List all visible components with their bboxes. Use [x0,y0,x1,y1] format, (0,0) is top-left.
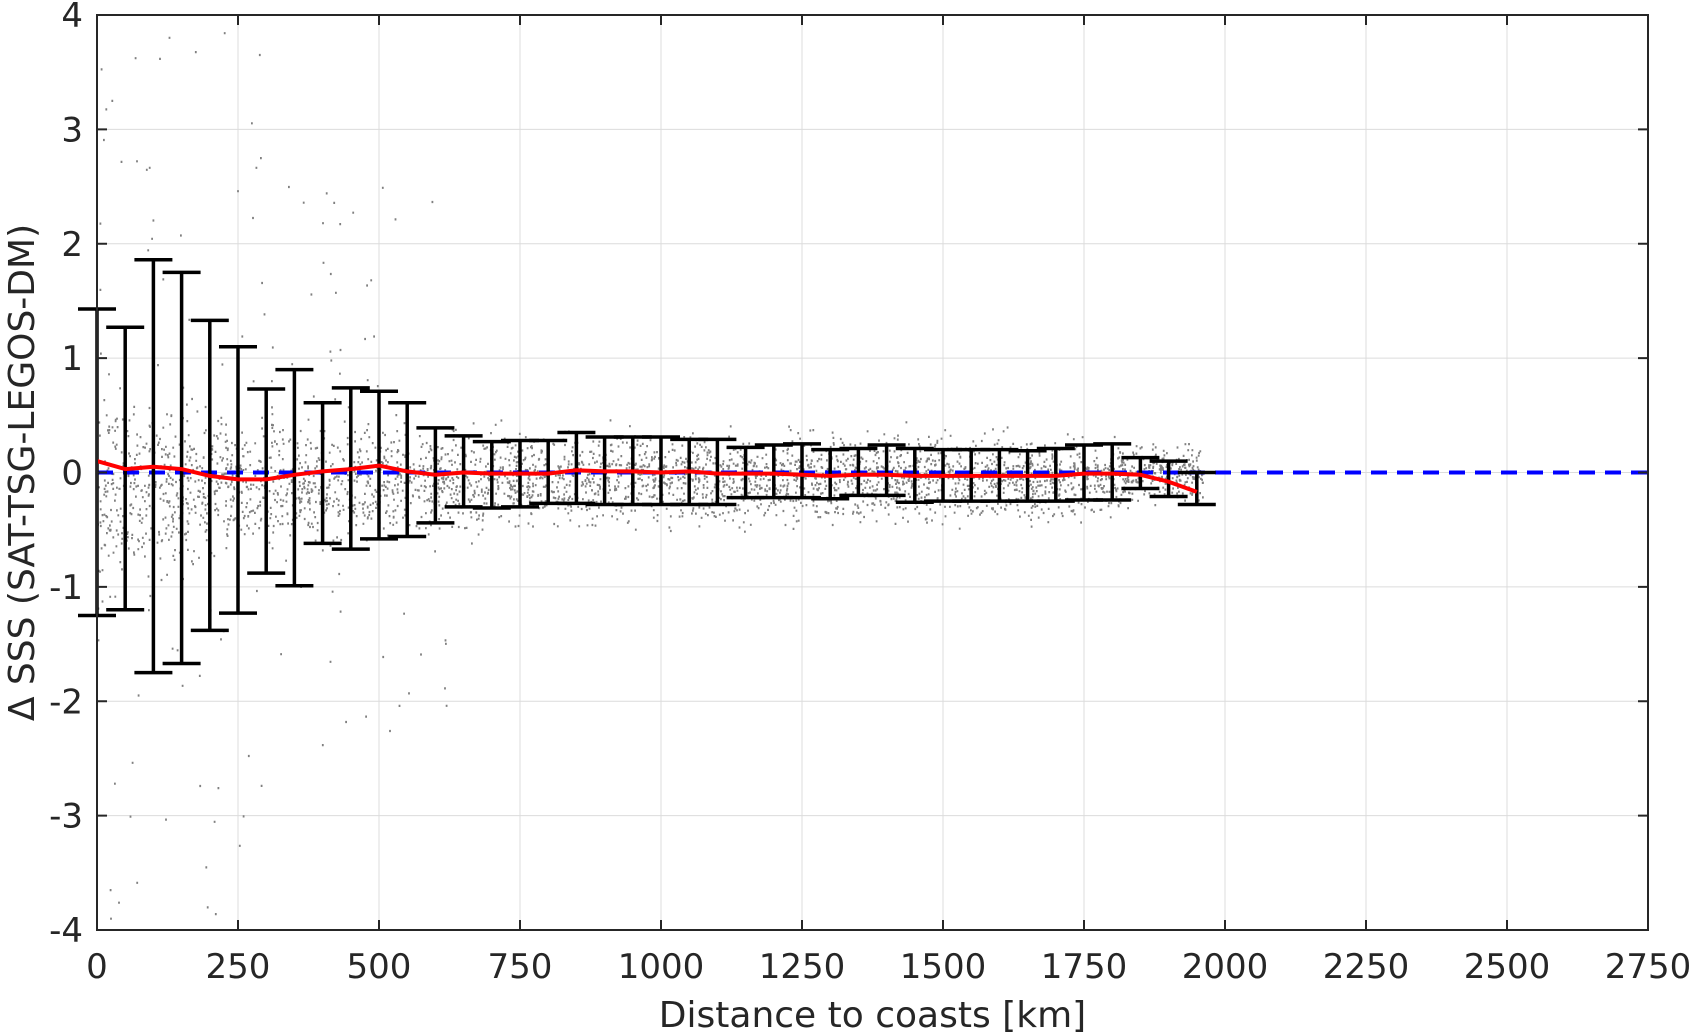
x-tick-label: 2500 [1464,947,1551,987]
x-tick-label: 0 [86,947,108,987]
y-tick-label: 3 [61,110,83,150]
x-axis-ticks: 0 250 500 750 1000 1250 1500 1750 2000 2250 2500 27… [86,15,1691,987]
y-axis-label: Δ SSS (SAT-TSG-LEGOS-DM) [2,224,43,721]
x-tick-label: 750 [488,947,553,987]
x-tick-label: 2750 [1605,947,1692,987]
y-axis-ticks: -4 -3 -2 -1 0 1 2 3 4 [49,0,1648,951]
y-tick-label: 0 [61,454,83,494]
x-tick-label: 2000 [1182,947,1269,987]
y-tick-label: 1 [61,339,83,379]
y-tick-label: -2 [49,682,83,722]
x-tick-label: 1750 [1041,947,1128,987]
x-tick-label: 1500 [900,947,987,987]
error-bar [867,443,906,498]
y-tick-label: 2 [61,225,83,265]
mean-line [96,459,1198,494]
x-tick-label: 1000 [618,947,705,987]
x-tick-label: 1250 [759,947,846,987]
y-tick-label: -1 [49,568,83,608]
y-tick-label: 4 [61,0,83,36]
mean-line-path [96,459,1198,494]
error-bar [275,367,314,588]
error-bar [1149,459,1188,499]
x-tick-label: 500 [347,947,412,987]
x-tick-label: 2250 [1323,947,1410,987]
error-bar [1177,470,1216,507]
x-tick-label: 250 [206,947,271,987]
y-tick-label: -4 [49,911,83,951]
x-axis-label: Distance to coasts [km] [659,995,1086,1035]
y-tick-label: -3 [49,797,83,837]
